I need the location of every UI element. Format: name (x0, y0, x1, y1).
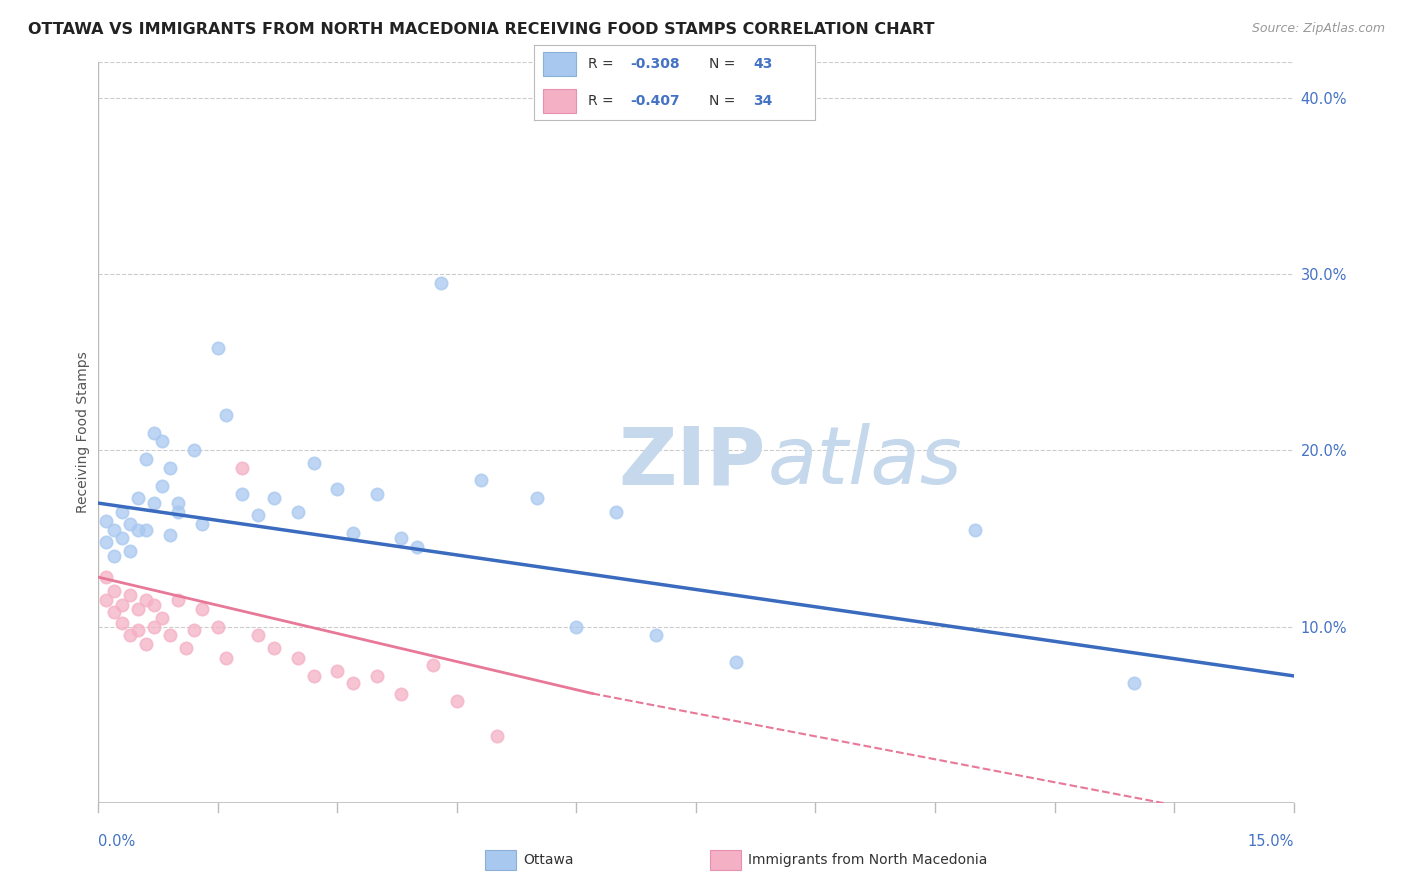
Point (406, 540, 429, 554)
Text: -0.308: -0.308 (630, 57, 679, 71)
Point (143, 496, 166, 510)
Text: R =: R = (588, 57, 617, 71)
Point (111, 599, 134, 613)
Text: 43: 43 (754, 57, 773, 71)
Point (565, 619, 588, 633)
Point (287, 651, 309, 665)
Point (167, 496, 190, 510)
Text: ZIP: ZIP (619, 423, 765, 501)
Point (103, 606, 125, 620)
Point (143, 599, 166, 613)
Point (96, 535, 118, 549)
FancyBboxPatch shape (543, 52, 576, 77)
Point (485, 729, 508, 743)
Point (183, 623, 205, 637)
Point (207, 341, 229, 355)
Point (120, 628, 142, 642)
Point (645, 628, 668, 642)
Point (96, 570, 118, 584)
Point (263, 640, 285, 655)
Point (135, 452, 157, 467)
Point (111, 615, 134, 630)
Point (231, 487, 253, 501)
Point (526, 491, 548, 505)
Point (127, 491, 149, 505)
Text: Immigrants from North Macedonia: Immigrants from North Macedonia (748, 853, 987, 867)
Point (127, 523, 149, 537)
Point (342, 526, 364, 541)
Point (263, 491, 285, 505)
Text: 15.0%: 15.0% (1247, 834, 1294, 849)
Point (326, 664, 349, 678)
Point (150, 478, 173, 492)
FancyBboxPatch shape (543, 88, 576, 112)
Point (366, 487, 388, 501)
Point (111, 532, 134, 546)
Point (143, 619, 166, 633)
Point (135, 523, 157, 537)
Point (103, 549, 125, 563)
Point (231, 461, 253, 475)
Text: 0.0%: 0.0% (98, 834, 135, 849)
Point (963, 523, 986, 537)
Point (302, 669, 325, 683)
Point (1123, 676, 1146, 690)
Text: -0.407: -0.407 (630, 94, 679, 108)
Point (191, 517, 214, 532)
Point (120, 543, 142, 558)
Point (167, 505, 190, 519)
Point (143, 425, 166, 440)
Text: N =: N = (709, 57, 740, 71)
Point (120, 588, 142, 602)
Text: OTTAWA VS IMMIGRANTS FROM NORTH MACEDONIA RECEIVING FOOD STAMPS CORRELATION CHAR: OTTAWA VS IMMIGRANTS FROM NORTH MACEDONI… (28, 22, 935, 37)
Point (470, 473, 492, 487)
Point (135, 593, 157, 607)
Point (183, 443, 205, 458)
Point (389, 686, 412, 700)
Point (111, 505, 134, 519)
Point (422, 658, 444, 673)
Point (389, 532, 412, 546)
Point (724, 655, 747, 669)
Y-axis label: Receiving Food Stamps: Receiving Food Stamps (76, 351, 90, 514)
Point (159, 528, 181, 542)
Point (302, 456, 325, 470)
Point (150, 434, 173, 449)
Point (159, 461, 181, 475)
Point (246, 628, 269, 642)
Point (174, 640, 197, 655)
Text: R =: R = (588, 94, 617, 108)
Point (103, 523, 125, 537)
Text: Source: ZipAtlas.com: Source: ZipAtlas.com (1251, 22, 1385, 36)
Point (215, 408, 238, 422)
Point (605, 505, 627, 519)
Point (342, 676, 364, 690)
Point (246, 508, 269, 523)
Point (120, 517, 142, 532)
Point (215, 651, 238, 665)
Point (96, 514, 118, 528)
Point (326, 482, 349, 496)
Text: atlas: atlas (768, 423, 963, 501)
Point (167, 593, 190, 607)
Text: ZIPatlas: ZIPatlas (619, 423, 936, 501)
Point (127, 623, 149, 637)
Text: Ottawa: Ottawa (523, 853, 574, 867)
Point (207, 619, 229, 633)
Point (103, 584, 125, 599)
Point (287, 505, 309, 519)
Point (96, 593, 118, 607)
Point (430, 276, 453, 290)
Point (135, 637, 157, 651)
Text: 34: 34 (754, 94, 773, 108)
Point (446, 693, 468, 707)
Point (159, 628, 181, 642)
Point (366, 669, 388, 683)
Point (191, 602, 214, 616)
Point (127, 602, 149, 616)
Point (150, 611, 173, 625)
Text: N =: N = (709, 94, 740, 108)
